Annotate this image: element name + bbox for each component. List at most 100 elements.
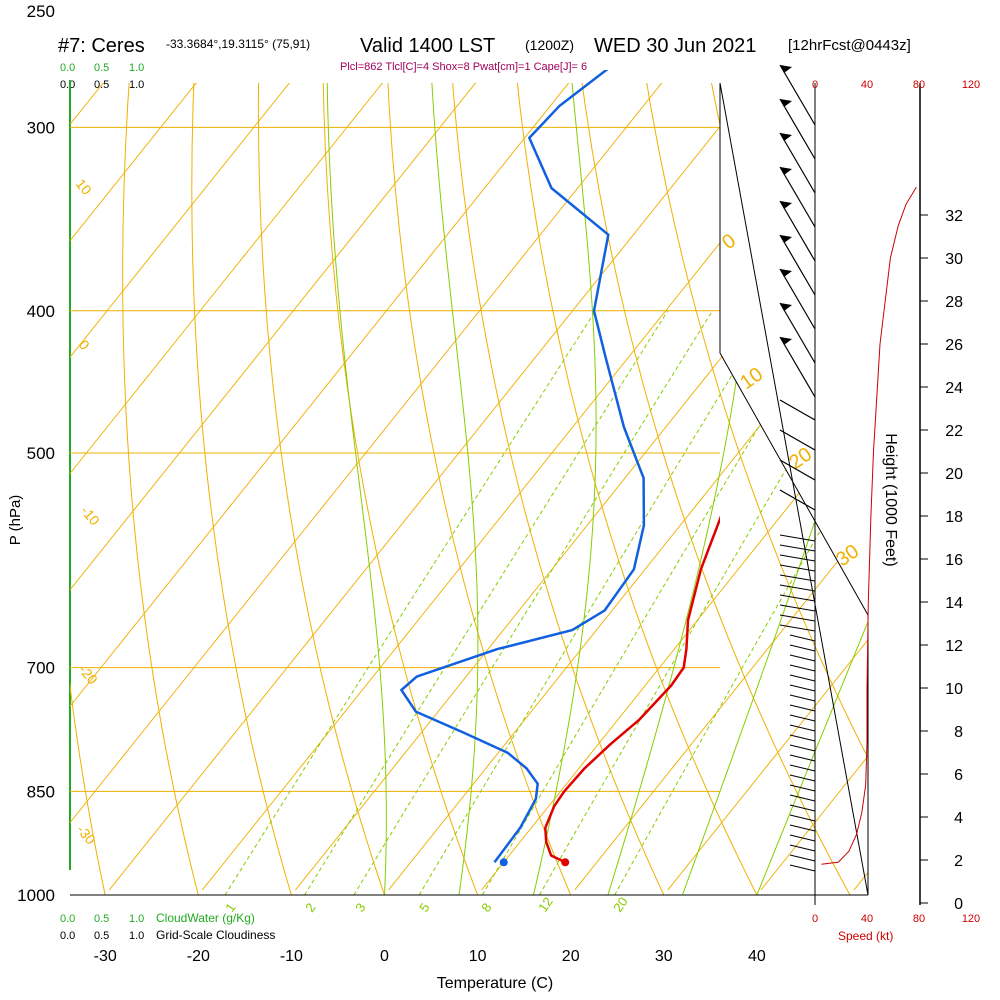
- cloudwater-label: CloudWater (g/Kg): [156, 911, 255, 925]
- isotherm-line: [108, 83, 766, 891]
- mixing-ratio-line: [304, 310, 669, 895]
- speed-tick-label-bottom: 120: [962, 913, 980, 925]
- wind-barb: [779, 554, 816, 562]
- dry-adiabat-label: 30: [832, 540, 863, 571]
- moist-adiabat-line: [756, 83, 868, 895]
- moist-adiabat-line: [429, 83, 479, 895]
- temperature-tick-label: 30: [655, 948, 673, 965]
- height-tick-label: 14: [945, 595, 963, 612]
- pressure-tick-label: 250: [27, 2, 55, 21]
- wind-barb: [779, 336, 816, 398]
- wind-barb: [789, 794, 816, 802]
- wind-barb: [779, 564, 816, 572]
- speed-tick-label-top: 120: [962, 79, 980, 91]
- isotherm-line: [70, 83, 580, 891]
- isotherm-label: 0: [76, 337, 93, 353]
- speed-tick-label-top: 80: [913, 79, 925, 91]
- wind-barb-flag: [780, 303, 792, 311]
- wind-barb: [779, 534, 816, 542]
- height-tick-label: 4: [954, 810, 963, 827]
- temperature-tick-label: -30: [94, 948, 117, 965]
- wind-barb: [779, 166, 816, 228]
- dry-adiabat-line: [447, 83, 679, 895]
- pressure-tick-label: 500: [27, 444, 55, 463]
- wind-barb: [779, 624, 816, 632]
- speed-tick-label-top: 0: [812, 79, 818, 91]
- height-tick-label: 24: [945, 380, 963, 397]
- moist-adiabat-line: [681, 83, 868, 895]
- height-tick-label: 0: [954, 896, 963, 913]
- wind-barb-flag: [780, 167, 792, 175]
- dry-adiabat-line: [322, 83, 491, 895]
- pressure-tick-label: 300: [27, 118, 55, 137]
- wind-barb: [789, 684, 816, 692]
- isotherm-line: [853, 83, 868, 891]
- wind-barb: [789, 664, 816, 672]
- wind-barb: [789, 844, 816, 852]
- isotherm-line: [70, 83, 673, 891]
- wind-speed-profile: [821, 186, 917, 865]
- height-axis-label: Height (1000 Feet): [882, 433, 899, 566]
- wind-barb: [779, 234, 816, 296]
- cloudiness-tick-top: 1.0: [129, 79, 144, 91]
- wind-barb: [789, 854, 816, 862]
- wind-barb-flag: [780, 269, 792, 277]
- mixing-ratio-line: [224, 310, 596, 895]
- thermo-grid: [0, 11, 1000, 926]
- mixing-ratio-label: 12: [535, 894, 556, 914]
- dewpoint-profile: [400, 70, 646, 864]
- mixing-ratio-line: [614, 310, 868, 895]
- isotherm-label: -10: [78, 503, 103, 529]
- station-name: #7: Ceres: [58, 35, 145, 57]
- speed-tick-label-top: 40: [861, 79, 873, 91]
- mixing-ratio-label: 5: [416, 900, 432, 915]
- wind-barb: [789, 654, 816, 662]
- wind-barb-flag: [780, 133, 792, 141]
- wind-barb: [779, 200, 816, 262]
- dry-adiabat-label: 0: [718, 230, 740, 254]
- temperature-tick-label: 40: [748, 948, 766, 965]
- temperature-tick-label: 0: [380, 948, 389, 965]
- wind-panel: Height (1000 Feet) Speed (kt) 0246810121…: [779, 64, 980, 943]
- cloudiness-tick-bottom: 0.0: [60, 930, 75, 942]
- isotherm-line: [667, 83, 868, 891]
- title-row: #7: Ceres -33.3684°,19.3115° (75,91) Val…: [58, 35, 911, 73]
- isotherm-line: [70, 83, 114, 891]
- wind-barb: [779, 459, 816, 481]
- wind-barb: [789, 674, 816, 682]
- isotherm-line: [0, 70, 20, 890]
- dry-adiabat-line: [886, 11, 1000, 926]
- temperature-tick-label: -20: [187, 948, 210, 965]
- wind-barb: [789, 734, 816, 742]
- wind-barb: [789, 814, 816, 822]
- wind-barb: [779, 614, 816, 622]
- wind-barb-flag: [780, 337, 792, 345]
- dry-adiabat-line: [572, 83, 868, 895]
- isotherm-line: [70, 83, 207, 891]
- wind-barb: [779, 544, 816, 552]
- cloudiness-tick-top: 0.0: [60, 79, 75, 91]
- wind-barb: [789, 704, 816, 712]
- speed-tick-label-bottom: 80: [913, 913, 925, 925]
- wind-barb: [789, 634, 816, 642]
- wind-barb: [779, 604, 816, 612]
- mixing-ratio-label: 3: [352, 900, 368, 915]
- dry-adiabat-line: [384, 83, 585, 895]
- pressure-tick-label: 1000: [17, 886, 55, 905]
- cloud-tick-bottom: 1.0: [129, 913, 144, 925]
- isotherm-line: [295, 83, 868, 891]
- speed-tick-label-bottom: 40: [861, 913, 873, 925]
- pressure-tick-label: 700: [27, 659, 55, 678]
- wind-barb: [789, 764, 816, 772]
- temperature-tick-label: -10: [280, 948, 303, 965]
- surface-dewpoint-dot: [499, 858, 508, 867]
- temperature-profile: [544, 515, 720, 864]
- wind-barb: [779, 64, 816, 126]
- mixing-ratio-line: [353, 310, 713, 895]
- height-tick-label: 16: [945, 552, 963, 569]
- height-tick-label: 22: [945, 423, 963, 440]
- wind-barb: [789, 714, 816, 722]
- cloud-tick-top: 1.0: [129, 62, 144, 74]
- wind-barb: [779, 132, 816, 194]
